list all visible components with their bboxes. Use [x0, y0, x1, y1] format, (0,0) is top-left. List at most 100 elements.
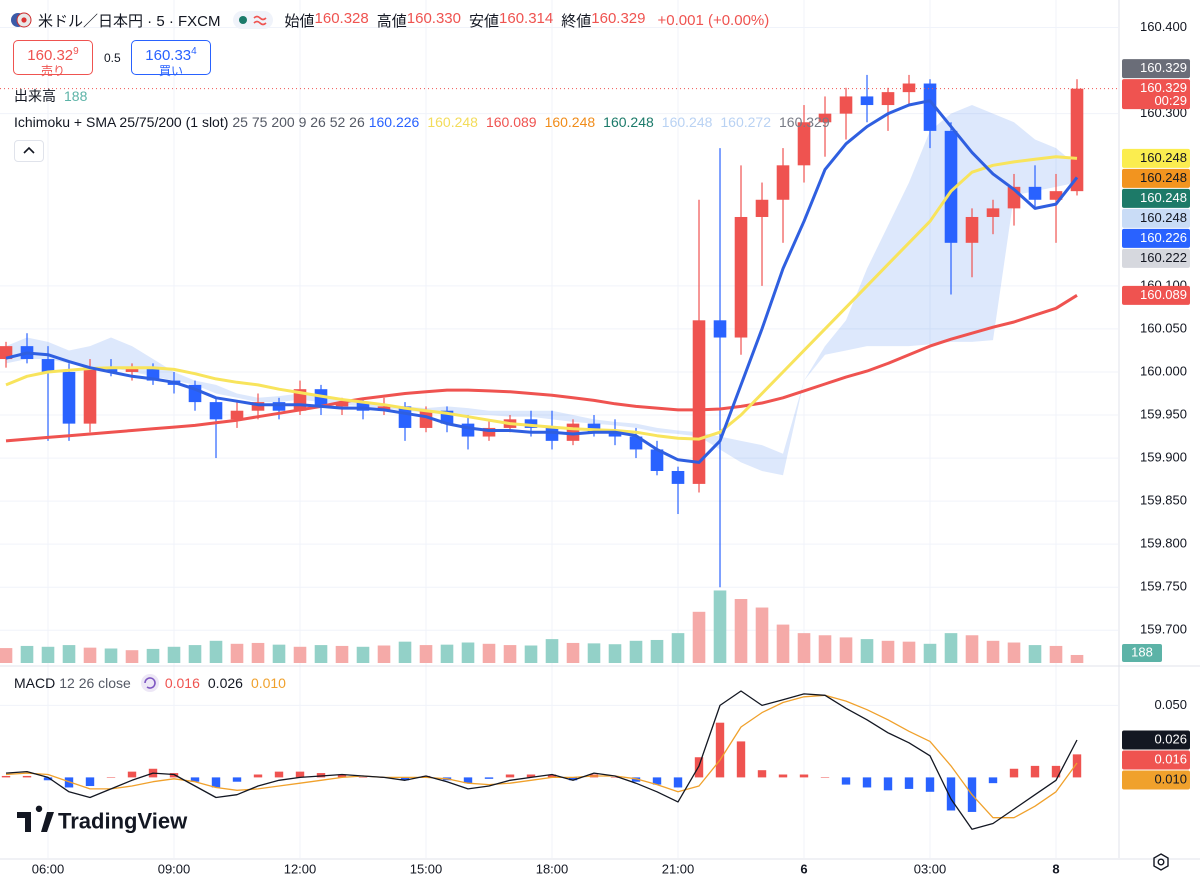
sell-label: 売り	[40, 64, 65, 78]
cloud-segment	[489, 410, 511, 417]
indicator-value: 160.248	[661, 114, 713, 130]
y-tick-label: 160.050	[1140, 320, 1187, 335]
volume-bar	[608, 644, 622, 663]
indicator-legend: Ichimoku + SMA 25/75/200 (1 slot) 25 75 …	[14, 114, 842, 130]
volume-bar	[461, 642, 475, 663]
price-label: 160.248	[1140, 170, 1187, 185]
volume-bar	[167, 646, 181, 663]
macd-value: 0.016	[164, 675, 200, 691]
macd-icon	[140, 674, 159, 692]
volume-bar	[335, 645, 349, 663]
ohlc-value: 160.330	[406, 9, 461, 27]
candle-body	[1028, 186, 1042, 200]
macd-histogram-bar	[799, 774, 809, 778]
candle-body	[1070, 88, 1084, 192]
logo-mark	[17, 805, 54, 832]
collapse-button[interactable]	[14, 140, 44, 162]
macd-histogram-bar	[673, 777, 683, 788]
volume-bar	[650, 639, 664, 663]
x-tick-label: 15:00	[410, 861, 443, 876]
volume-bar	[755, 607, 769, 663]
sell-button[interactable]: 160.329 売り	[13, 40, 93, 78]
macd-histogram-bar	[484, 777, 494, 779]
volume-value: 188	[64, 88, 88, 104]
macd-histogram-bar	[841, 777, 851, 785]
volume-bar	[587, 643, 601, 663]
macd-histogram-bar	[1009, 768, 1019, 778]
macd-histogram-bar	[715, 722, 725, 778]
volume-label-box	[1122, 644, 1162, 662]
volume-bar	[398, 641, 412, 663]
candle-body	[524, 419, 538, 428]
moving-average-line	[5, 155, 1078, 441]
y-tick-label: 159.800	[1140, 536, 1187, 551]
volume-bar	[545, 639, 559, 663]
ohlc-label: 始値	[284, 12, 315, 30]
volume-bar	[776, 624, 790, 663]
volume-bar	[272, 644, 286, 663]
cloud-segment	[1014, 122, 1036, 196]
volume-bar	[377, 645, 391, 663]
x-tick-label: 6	[800, 861, 807, 876]
cloud-segment	[573, 415, 595, 424]
macd-histogram-bar	[43, 777, 53, 781]
buy-pip: 4	[191, 46, 197, 57]
candle-body	[1049, 191, 1063, 200]
volume-bar	[146, 648, 160, 663]
candle-body	[62, 371, 76, 424]
price-label-box	[1122, 208, 1190, 228]
cloud-segment	[846, 268, 868, 351]
volume-bar	[1007, 642, 1021, 663]
volume-bar	[0, 648, 13, 663]
candle-body	[902, 83, 916, 93]
cloud-segment	[783, 380, 805, 476]
candle-body	[713, 320, 727, 338]
settings-button[interactable]	[1153, 853, 1169, 871]
macd-params: 12 26 close	[59, 675, 131, 691]
moving-average-line	[5, 294, 1078, 443]
macd-title: MACD	[14, 675, 56, 691]
volume-bar	[902, 641, 916, 663]
cloud-segment	[825, 320, 847, 355]
sell-pip: 9	[73, 46, 79, 57]
cloud-segment	[720, 436, 742, 463]
volume-title: 出来高	[14, 88, 56, 104]
y-tick-label: 159.700	[1140, 622, 1187, 637]
cloud-segment	[90, 337, 112, 368]
candle-body	[251, 402, 265, 411]
volume-bar	[503, 645, 517, 663]
macd-line	[5, 690, 1078, 830]
volume-legend: 出来高 188	[14, 86, 91, 106]
ohlc-label: 安値	[469, 12, 500, 30]
cloud-segment	[195, 380, 217, 394]
cloud-segment	[741, 440, 763, 471]
x-tick-label: 06:00	[32, 861, 65, 876]
cloud-segment	[657, 427, 679, 434]
volume-label: 188	[1131, 644, 1153, 659]
volume-bar	[209, 640, 223, 663]
macd-histogram-bar	[988, 777, 998, 784]
volume-bar	[944, 633, 958, 663]
macd-histogram-bar	[568, 777, 578, 781]
ohlc-value: 160.329	[591, 9, 646, 27]
x-tick-label: 8	[1052, 861, 1059, 876]
ohlc-label: 高値	[376, 12, 407, 30]
cloud-segment	[468, 408, 490, 416]
flag-icon	[11, 12, 32, 28]
macd-histogram-bar	[211, 777, 221, 788]
candle-body	[0, 346, 13, 360]
cloud-segment	[237, 393, 259, 403]
macd-histogram-bar	[652, 777, 662, 785]
macd-histogram-bar	[463, 777, 473, 784]
cloud-segment	[888, 182, 910, 347]
macd-histogram-bar	[820, 777, 830, 778]
macd-histogram-bar	[1030, 765, 1040, 778]
volume-bar	[692, 611, 706, 663]
macd-values: 0.016 0.026 0.010	[165, 675, 294, 691]
buy-button[interactable]: 160.334 買い	[131, 40, 211, 78]
volume-bar	[881, 640, 895, 663]
volume-bar	[104, 648, 118, 663]
tradingview-logo: TradingView	[17, 805, 188, 833]
macd-histogram-bar	[22, 775, 32, 778]
